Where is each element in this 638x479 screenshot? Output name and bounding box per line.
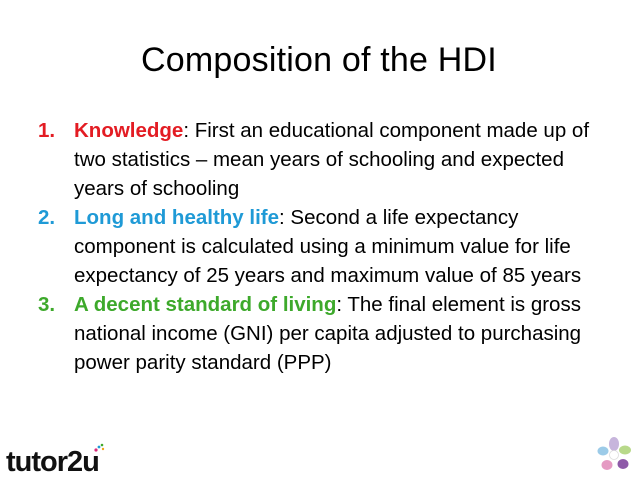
list-item-standard-of-living: 3. A decent standard of living: The final… <box>38 290 608 377</box>
item-term: Long and healthy life <box>74 206 280 229</box>
item-number: 2. <box>38 206 56 229</box>
item-term: Knowledge <box>74 119 184 142</box>
flower-icon <box>597 437 631 470</box>
slide-title: Composition of the HDI <box>141 41 497 79</box>
item-text: : The final element is gross national in… <box>74 293 582 374</box>
item-number: 3. <box>38 293 56 316</box>
tutor2u-logo: tutor2u <box>6 446 100 478</box>
hdi-component-list: 1. Knowledge: First an educational compon… <box>38 116 608 377</box>
item-term: A decent standard of living <box>74 293 337 316</box>
logo-dots-icon <box>94 443 105 452</box>
list-item-knowledge: 1. Knowledge: First an educational compon… <box>38 116 608 203</box>
item-text: : Second a life expectancy component is … <box>74 206 582 287</box>
item-text: : First an educational component made up… <box>74 119 590 200</box>
list-item-long-healthy-life: 2. Long and healthy life: Second a life e… <box>38 203 608 290</box>
item-number: 1. <box>38 119 56 142</box>
